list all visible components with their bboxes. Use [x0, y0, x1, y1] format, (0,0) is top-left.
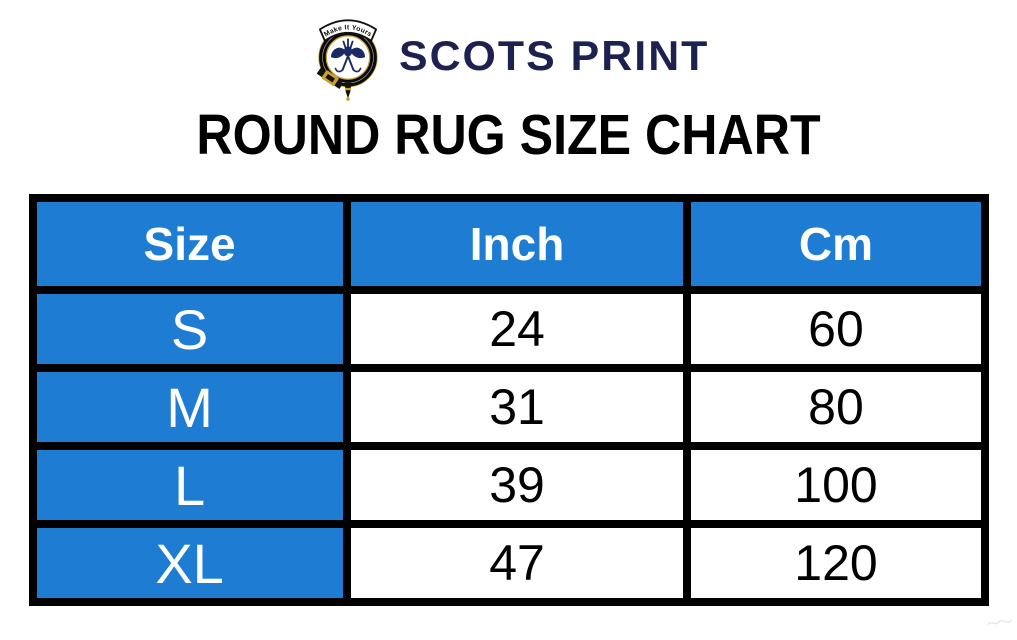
inch-value: 39: [342, 442, 692, 528]
column-header-inch: Inch: [342, 194, 692, 294]
table-row-xl: XL 47 120: [28, 520, 989, 606]
belt-buckle: [317, 67, 344, 89]
size-label: M: [28, 364, 351, 450]
table-row-m: M 31 80: [28, 364, 989, 450]
table-row-s: S 24 60: [28, 286, 989, 372]
table-row-l: L 39 100: [28, 442, 989, 528]
column-header-size: Size: [28, 194, 351, 294]
inch-value: 47: [342, 520, 692, 606]
motto-banner: Make It Yours: [319, 19, 378, 42]
size-chart-table: Size Inch Cm S 24 60 M 31 80 L 39 100: [28, 194, 989, 606]
thistle-icon: [331, 38, 366, 73]
cm-value: 80: [683, 364, 989, 450]
cm-value: 100: [683, 442, 989, 528]
brand-name: SCOTS PRINT: [399, 32, 710, 79]
size-label: XL: [28, 520, 351, 606]
header-row: Size Inch Cm: [28, 194, 989, 294]
belt-strap-tail: [344, 82, 352, 101]
size-label: S: [28, 286, 351, 372]
inch-value: 31: [342, 364, 692, 450]
scribble-watermark-icon: [987, 619, 1013, 626]
size-label: L: [28, 442, 351, 528]
brand-header: Make It Yours SCOTS PRINT: [0, 0, 1017, 105]
column-header-cm: Cm: [683, 194, 989, 294]
inch-value: 24: [342, 286, 692, 372]
page-title: ROUND RUG SIZE CHART: [196, 103, 821, 167]
cm-value: 120: [683, 520, 989, 606]
cm-value: 60: [683, 286, 989, 372]
clan-crest-logo-icon: Make It Yours: [317, 19, 378, 101]
